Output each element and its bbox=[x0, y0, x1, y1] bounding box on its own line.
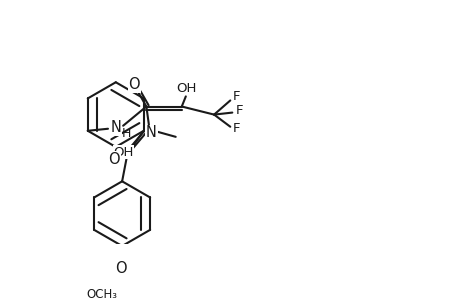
Text: OH: OH bbox=[113, 146, 134, 158]
Text: O: O bbox=[128, 77, 140, 92]
Text: N: N bbox=[110, 120, 121, 135]
Text: N: N bbox=[146, 125, 157, 140]
Text: F: F bbox=[232, 90, 240, 103]
Text: F: F bbox=[235, 104, 243, 117]
Text: OH: OH bbox=[176, 82, 196, 95]
Text: O: O bbox=[108, 152, 120, 166]
Text: F: F bbox=[232, 122, 240, 135]
Text: O: O bbox=[115, 261, 127, 276]
Text: OCH₃: OCH₃ bbox=[86, 288, 117, 300]
Text: H: H bbox=[122, 127, 131, 140]
